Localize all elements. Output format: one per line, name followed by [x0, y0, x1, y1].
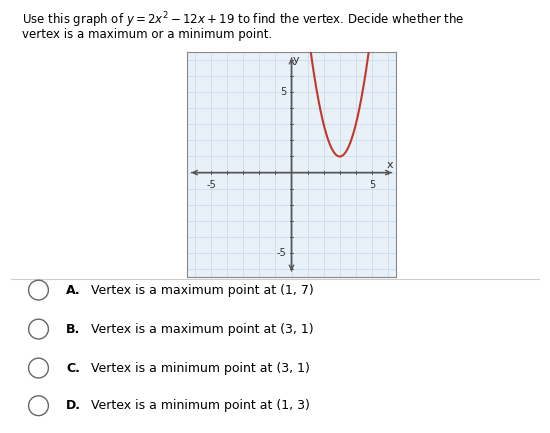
Text: x: x [387, 160, 394, 170]
Text: A.: A. [66, 284, 81, 297]
Text: D.: D. [66, 399, 81, 412]
Text: y: y [293, 55, 300, 65]
Text: vertex is a maximum or a minimum point.: vertex is a maximum or a minimum point. [22, 28, 272, 41]
Text: Use this graph of $y = 2x^2 - 12x + 19$ to find the vertex. Decide whether the: Use this graph of $y = 2x^2 - 12x + 19$ … [22, 11, 465, 30]
Text: -5: -5 [277, 248, 287, 258]
Text: 5: 5 [368, 180, 375, 190]
Text: Vertex is a maximum point at (3, 1): Vertex is a maximum point at (3, 1) [91, 323, 313, 336]
Text: Vertex is a minimum point at (3, 1): Vertex is a minimum point at (3, 1) [91, 362, 310, 375]
Text: Vertex is a minimum point at (1, 3): Vertex is a minimum point at (1, 3) [91, 399, 310, 412]
Text: -5: -5 [206, 180, 216, 190]
Text: C.: C. [66, 362, 80, 375]
Text: B.: B. [66, 323, 80, 336]
Text: Vertex is a maximum point at (1, 7): Vertex is a maximum point at (1, 7) [91, 284, 313, 297]
Text: 5: 5 [280, 87, 287, 97]
